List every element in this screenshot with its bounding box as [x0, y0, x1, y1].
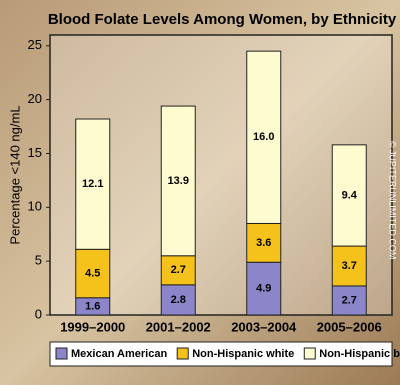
x-tick-label: 2003–2004 [231, 319, 297, 334]
data-label: 3.7 [342, 260, 357, 272]
y-tick-label: 10 [28, 199, 42, 214]
y-tick-label: 0 [35, 306, 42, 321]
bar-segment [160, 255, 196, 286]
y-tick-label: 25 [28, 37, 42, 52]
chart-title: Blood Folate Levels Among Women, by Ethn… [48, 11, 397, 28]
x-tick-label: 1999–2000 [60, 319, 125, 334]
bar-segment [246, 50, 282, 224]
data-label: 4.5 [85, 267, 100, 279]
legend-swatch [55, 347, 68, 360]
legend-label: Mexican American [71, 348, 167, 360]
data-label: 13.9 [168, 175, 189, 187]
data-label: 16.0 [253, 131, 274, 143]
bar-segment [331, 285, 367, 316]
data-label: 2.7 [342, 294, 357, 306]
data-label: 12.1 [82, 178, 103, 190]
x-tick-label: 2001–2002 [146, 319, 211, 334]
legend-swatch [176, 347, 189, 360]
data-label: 2.8 [171, 294, 186, 306]
y-tick-label: 15 [28, 145, 42, 160]
bar-segment [331, 144, 367, 247]
y-tick-label: 20 [28, 91, 42, 106]
bar-segment [160, 105, 196, 257]
watermark: © JUPITERUNLIMITED.COM [388, 141, 398, 260]
legend-label: Non-Hispanic white [192, 348, 294, 360]
bar-segment [331, 245, 367, 287]
bar-segment [246, 261, 282, 316]
bar-segment [160, 284, 196, 316]
data-label: 4.9 [256, 283, 271, 295]
data-label: 3.6 [256, 237, 271, 249]
legend [49, 341, 393, 367]
data-label: 2.7 [171, 264, 186, 276]
data-label: 9.4 [342, 189, 358, 201]
legend-label: Non-Hispanic black [319, 348, 400, 360]
legend-swatch [303, 347, 316, 360]
bar-segment [75, 118, 111, 250]
data-label: 1.6 [85, 300, 100, 312]
x-tick-label: 2005–2006 [317, 319, 382, 334]
y-tick-label: 5 [35, 253, 42, 268]
y-axis-label: Percentage <140 ng/mL [7, 105, 22, 244]
